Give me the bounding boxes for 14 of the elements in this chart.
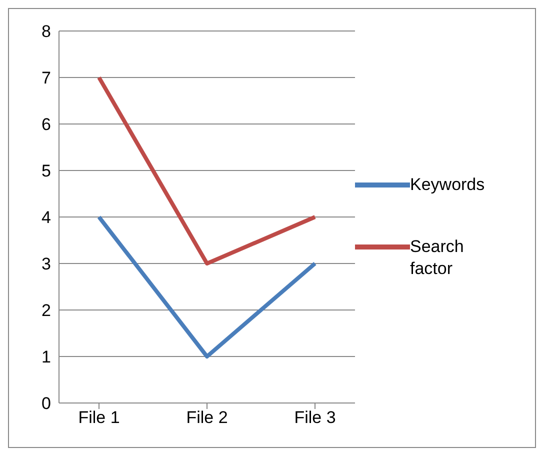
y-tick-label: 0 [42,394,51,414]
y-tick-label: 1 [42,348,51,367]
x-tick-label: File 2 [186,408,228,428]
y-tick-label: 3 [42,254,51,274]
x-tick-label: File 1 [78,408,120,428]
y-tick-label: 8 [42,22,51,42]
y-tick-label: 5 [42,162,51,181]
y-tick-label: 7 [42,68,51,88]
y-tick-label: 2 [42,301,51,320]
y-tick-label: 4 [42,208,51,228]
legend-label: Keywords [410,174,486,196]
legend-label: Search factor [410,236,465,280]
y-tick-label: 6 [42,115,51,134]
x-tick-label: File 3 [294,408,336,428]
